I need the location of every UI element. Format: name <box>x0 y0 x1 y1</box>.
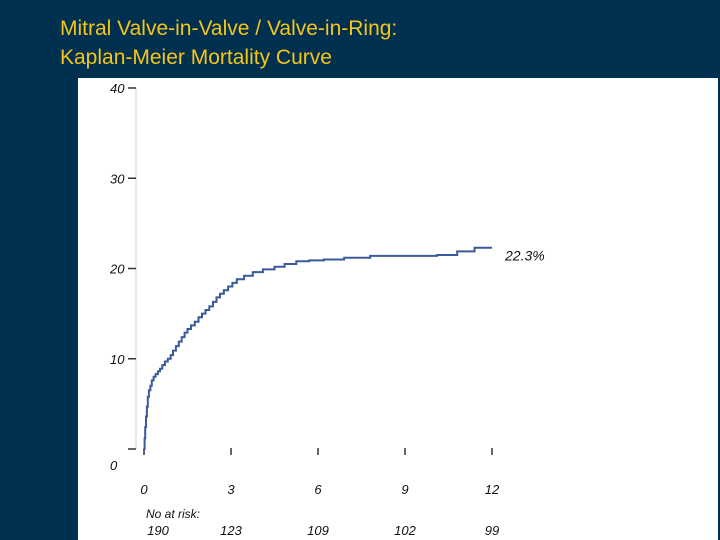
y-tick-label: 30 <box>110 171 125 186</box>
x-tick-label: 12 <box>485 482 500 497</box>
x-tick-label: 3 <box>227 482 235 497</box>
risk-label: No at risk: <box>146 507 200 521</box>
y-tick-label: 0 <box>110 458 118 473</box>
km-chart: 0 10 20 30 40 0 3 6 9 12 22.3% No at risk: 190 123 109… <box>109 81 545 538</box>
km-curve <box>143 246 492 450</box>
risk-count: 123 <box>220 523 242 538</box>
title-line-2: Kaplan-Meier Mortality Curve <box>60 46 332 69</box>
title-line-1: Mitral Valve-in-Valve / Valve-in-Ring: <box>60 17 398 40</box>
risk-count: 190 <box>147 523 169 538</box>
risk-count: 99 <box>485 523 499 538</box>
risk-count: 102 <box>394 523 416 538</box>
y-tick-label: 20 <box>109 262 125 277</box>
x-tick-label: 9 <box>401 482 408 497</box>
x-tick-label: 0 <box>140 482 148 497</box>
end-value-annotation: 22.3% <box>504 248 545 264</box>
chart-panel: 0 10 20 30 40 0 3 6 9 12 22.3% No at risk: 190 123 109… <box>78 78 718 540</box>
x-tick-label: 6 <box>314 482 322 497</box>
risk-count: 109 <box>307 523 329 538</box>
page-title: Mitral Valve-in-Valve / Valve-in-Ring: K… <box>60 14 397 72</box>
y-tick-label: 10 <box>110 352 125 367</box>
y-tick-label: 40 <box>110 81 125 96</box>
